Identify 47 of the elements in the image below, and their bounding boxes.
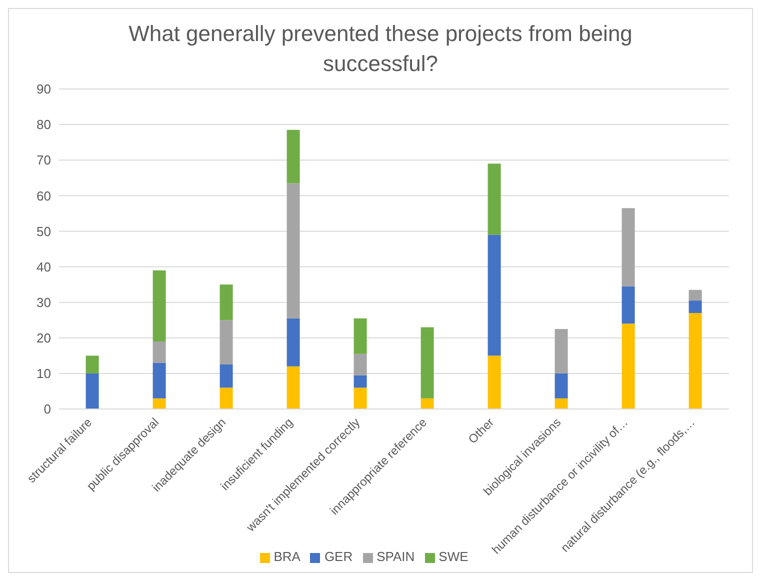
- bar: [622, 286, 635, 324]
- y-tick-label: 30: [36, 294, 51, 310]
- bar: [554, 398, 568, 409]
- bar: [286, 318, 300, 366]
- y-tick-label: 70: [36, 152, 51, 168]
- bar: [420, 398, 434, 409]
- bar: [220, 364, 233, 388]
- legend-label: GER: [324, 549, 353, 564]
- bar: [354, 388, 367, 409]
- bar: [488, 164, 501, 235]
- bar: [688, 313, 702, 409]
- y-tick-label: 60: [36, 188, 51, 204]
- bar: [420, 327, 434, 398]
- y-tick-label: 50: [36, 224, 51, 239]
- y-tick-label: 40: [36, 259, 51, 274]
- bar: [152, 398, 166, 409]
- bar: [488, 356, 501, 409]
- bar: [354, 375, 367, 388]
- legend-label: SWE: [438, 549, 468, 564]
- bar: [286, 366, 300, 409]
- chart-title: What generally prevented these projects from being successful?: [128, 20, 634, 78]
- y-tick-label: 80: [36, 117, 51, 132]
- bar: [688, 300, 702, 313]
- bar: [86, 356, 99, 374]
- legend-label: BRA: [274, 549, 300, 564]
- y-tick-label: 10: [36, 366, 51, 382]
- bar: [488, 234, 501, 356]
- y-tick-label: 20: [36, 330, 51, 346]
- bar: [688, 290, 702, 301]
- bar: [354, 318, 367, 354]
- bar: [152, 270, 166, 342]
- bar: [622, 208, 635, 286]
- bar: [220, 284, 233, 320]
- bar: [286, 130, 300, 184]
- bar: [152, 362, 166, 398]
- bar: [220, 388, 233, 409]
- bar: [152, 341, 166, 363]
- bar: [554, 373, 568, 398]
- bar: [220, 320, 233, 365]
- bar: [622, 324, 635, 409]
- y-tick-label: 90: [36, 82, 51, 97]
- legend-label: SPAIN: [376, 549, 415, 564]
- bar: [286, 183, 300, 318]
- bar: [554, 329, 568, 374]
- bar: [86, 373, 99, 409]
- bar: [354, 354, 367, 376]
- y-tick-label: 0: [44, 402, 51, 417]
